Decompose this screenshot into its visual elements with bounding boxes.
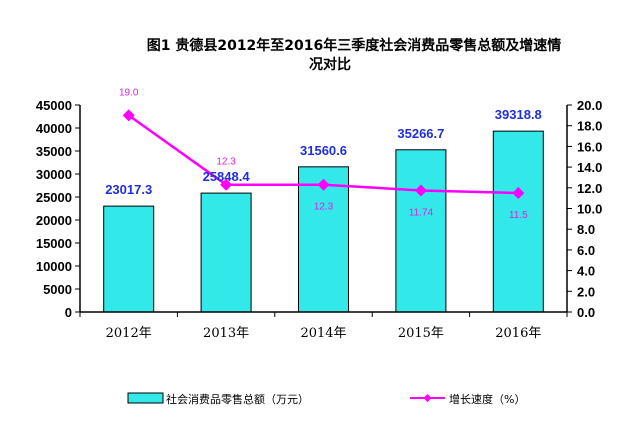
legend-line-marker — [423, 394, 432, 402]
bar — [200, 192, 252, 313]
right-axis-tick-label: 14.0 — [577, 160, 602, 175]
right-y-axis: 0.0 2.0 4.0 6.0 8.0 10.0 12.0 14.0 16.0 18.0 20.0 — [566, 98, 602, 320]
right-axis-tick-label: 10.0 — [577, 202, 602, 217]
left-axis-tick-label: 20000 — [36, 213, 72, 228]
right-axis-tick-label: 0.0 — [577, 305, 595, 320]
bar — [395, 149, 447, 313]
line-series — [122, 109, 525, 199]
growth-marker — [317, 178, 330, 191]
legend-bar-swatch — [127, 392, 164, 404]
growth-value-label: 12.3 — [216, 157, 236, 168]
growth-marker — [122, 109, 135, 122]
chart-title-line1: 图1 贵德县2012年至2016年三季度社会消费品零售总额及增速情 — [147, 37, 562, 54]
bar-value-label: 39318.8 — [495, 107, 542, 122]
bar-value-label: 23017.3 — [105, 182, 152, 197]
left-axis-tick-label: 30000 — [36, 167, 72, 182]
growth-value-label: 12.3 — [314, 202, 334, 213]
bar-value-label: 31560.6 — [300, 143, 347, 158]
bar-value-label: 35266.7 — [397, 126, 444, 141]
left-axis-tick-label: 15000 — [36, 236, 72, 251]
x-axis: 2012年 2013年 2014年 2015年 2016年 — [79, 311, 568, 341]
right-axis-tick-label: 2.0 — [577, 284, 595, 299]
legend-line-label: 增长速度（%） — [449, 392, 525, 406]
growth-marker — [414, 184, 427, 197]
x-axis-tick-label: 2016年 — [495, 326, 541, 341]
bar-value-label: 25848.4 — [203, 169, 251, 184]
growth-marker — [220, 178, 233, 191]
growth-value-label: 19.0 — [119, 87, 139, 98]
left-axis-tick-label: 5000 — [43, 282, 72, 297]
legend-bar-label: 社会消费品零售总额（万元） — [166, 392, 309, 406]
left-axis-tick-label: 45000 — [36, 98, 72, 113]
right-axis-tick-label: 18.0 — [577, 119, 602, 134]
x-axis-tick-label: 2015年 — [398, 326, 444, 341]
right-axis-tick-label: 4.0 — [577, 264, 595, 279]
growth-marker — [512, 186, 525, 199]
right-axis-tick-label: 20.0 — [577, 98, 602, 113]
legend: 社会消费品零售总额（万元） 增长速度（%） — [127, 392, 525, 406]
right-axis-tick-label: 8.0 — [577, 222, 595, 237]
left-axis-tick-label: 25000 — [36, 190, 72, 205]
bar — [103, 205, 155, 313]
left-axis-tick-label: 40000 — [36, 121, 72, 136]
x-axis-tick-label: 2012年 — [106, 326, 152, 341]
left-y-axis: 0 5000 10000 15000 20000 25000 30000 35000 40000… — [36, 98, 81, 320]
left-axis-tick-label: 35000 — [36, 144, 72, 159]
bar — [298, 166, 349, 313]
right-axis-tick-label: 6.0 — [577, 243, 595, 258]
bar — [492, 130, 544, 313]
right-axis-tick-label: 16.0 — [577, 139, 602, 154]
x-axis-tick-label: 2013年 — [203, 326, 249, 341]
left-axis-tick-label: 10000 — [36, 259, 72, 274]
growth-value-label: 11.74 — [409, 207, 434, 218]
growth-value-label: 11.5 — [509, 210, 528, 221]
left-axis-tick-label: 0 — [65, 305, 72, 320]
right-axis-tick-label: 12.0 — [577, 181, 602, 196]
bar-series — [103, 130, 544, 313]
data-labels: 23017.3 25848.4 31560.6 35266.7 39318.8 19.0 1… — [105, 87, 542, 221]
x-axis-tick-label: 2014年 — [300, 326, 346, 341]
chart-title-line2: 况对比 — [309, 56, 351, 73]
